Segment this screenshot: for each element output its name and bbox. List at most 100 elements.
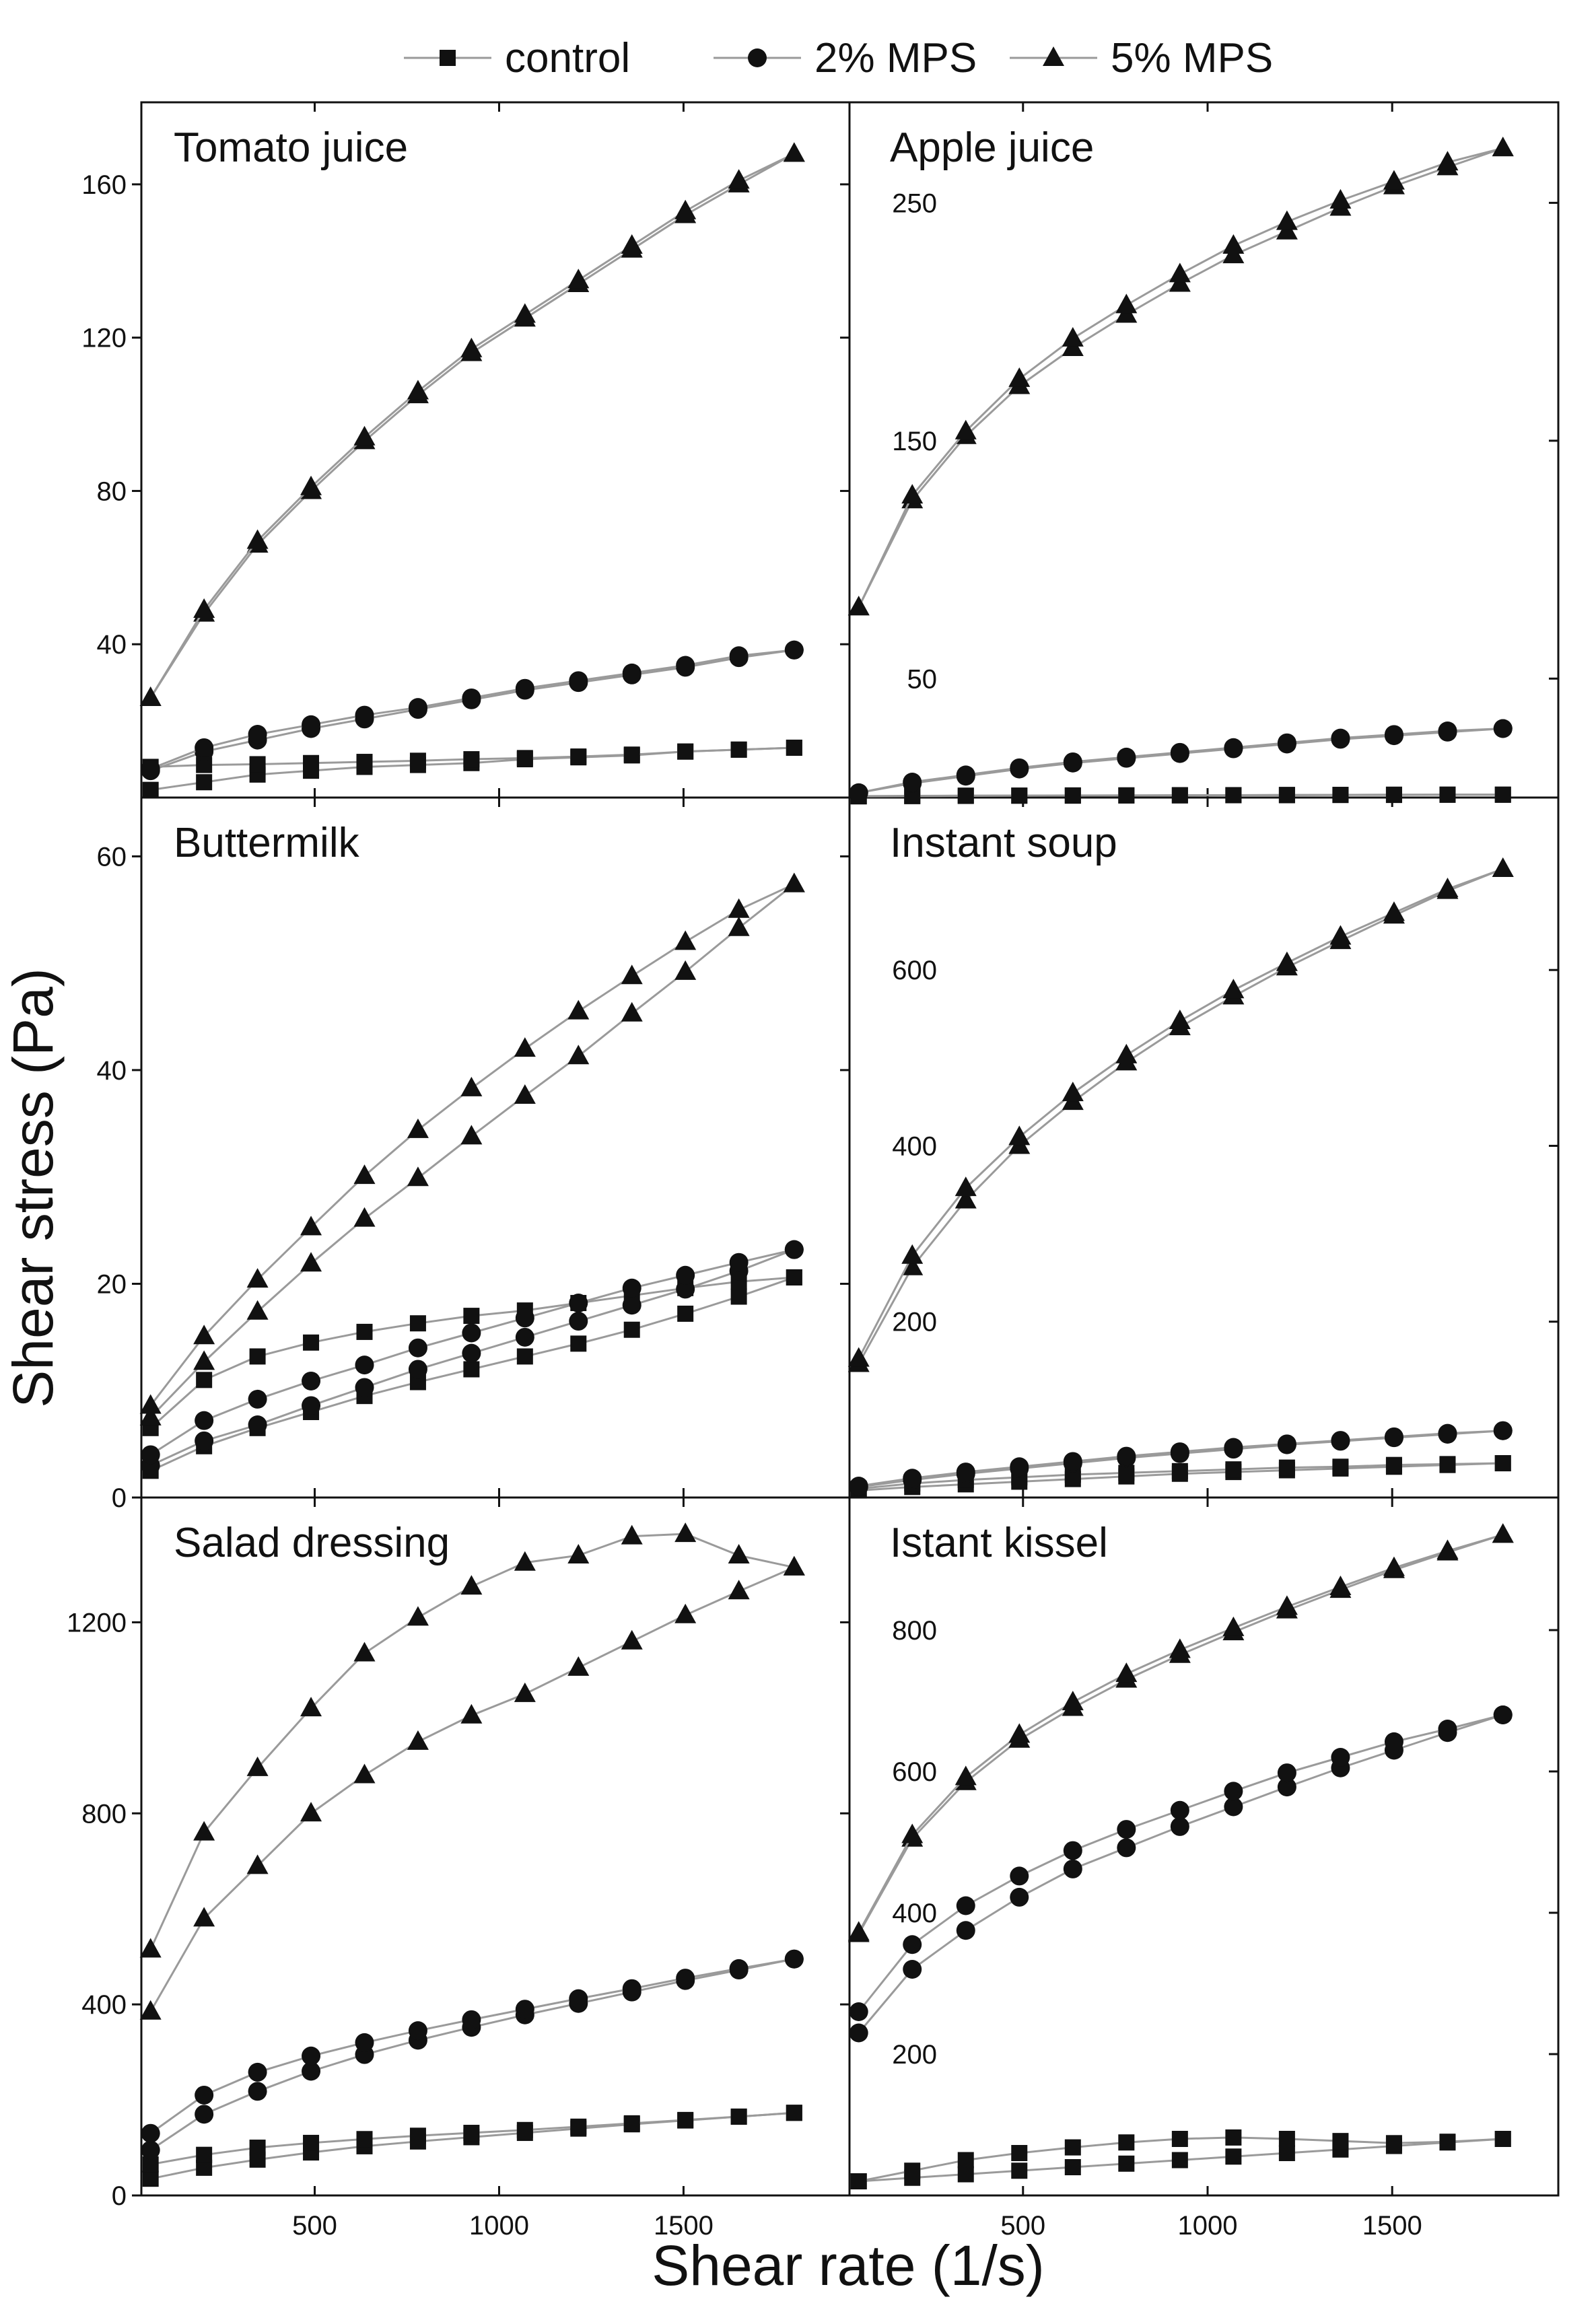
data-point	[246, 1854, 269, 1874]
data-point	[1008, 1723, 1031, 1743]
data-point	[409, 752, 426, 769]
data-point	[249, 2140, 266, 2156]
data-point	[1439, 2134, 1456, 2150]
data-point	[847, 596, 870, 616]
data-point	[955, 1176, 977, 1197]
data-point	[1170, 1442, 1189, 1462]
data-point	[901, 1255, 924, 1275]
series-line-up	[858, 147, 1504, 608]
data-point	[1494, 1455, 1511, 1472]
data-point	[516, 750, 533, 767]
data-point	[196, 774, 213, 791]
data-point	[1438, 721, 1457, 741]
panel-title: Buttermilk	[174, 820, 360, 866]
panel-title: Tomato juice	[174, 125, 408, 171]
panel-istant-kissel: Istant kissel 200 400 600 800 500 1000 1500	[847, 1498, 1558, 2241]
data-point	[1332, 787, 1349, 804]
data-point	[514, 1084, 536, 1104]
legend-entry-circle: 2% MPS	[714, 35, 977, 81]
y-tick-label: 160	[81, 170, 127, 200]
data-point	[903, 773, 922, 792]
data-point	[249, 756, 266, 773]
data-point	[1329, 188, 1352, 209]
data-point	[1331, 1748, 1350, 1767]
data-point	[1277, 1777, 1296, 1797]
data-point	[1493, 1705, 1513, 1724]
data-point	[248, 2082, 267, 2101]
data-point	[515, 1308, 534, 1328]
y-tick-label: 250	[892, 188, 937, 218]
data-point	[514, 1037, 536, 1057]
data-point	[570, 748, 587, 765]
data-point	[1278, 2131, 1295, 2147]
data-point	[302, 1396, 321, 1415]
data-point	[621, 234, 643, 254]
series-line-down	[149, 152, 795, 699]
data-point	[407, 380, 429, 400]
series-5-mps	[139, 1522, 805, 2020]
series-2-mps	[141, 1240, 804, 1475]
data-point	[407, 1730, 429, 1750]
data-point	[353, 425, 376, 446]
data-point	[567, 269, 590, 289]
data-point	[300, 475, 322, 495]
data-point	[1384, 1427, 1403, 1446]
series-line-up	[149, 1566, 795, 2012]
data-point	[139, 1938, 162, 1958]
data-point	[674, 960, 697, 980]
series-line-down	[858, 1533, 1504, 1934]
data-point	[407, 1606, 429, 1626]
series-5-mps	[847, 1523, 1514, 1942]
data-point	[142, 781, 159, 798]
data-point	[409, 1315, 426, 1332]
data-point	[1224, 1782, 1243, 1801]
series-line-up	[149, 1958, 795, 2151]
y-tick-label: 400	[892, 1131, 937, 1161]
data-point	[676, 1969, 695, 1988]
legend-entry-triangle: 5% MPS	[1010, 35, 1273, 81]
series-control	[850, 786, 1511, 805]
data-point	[463, 1308, 480, 1325]
data-point	[1278, 2145, 1295, 2161]
panel-title: Instant soup	[890, 820, 1117, 866]
data-point	[1493, 719, 1513, 738]
data-point	[1383, 170, 1405, 190]
data-point	[193, 1350, 215, 1370]
y-tick-label: 20	[97, 1269, 127, 1299]
data-point	[786, 1269, 802, 1286]
data-point	[463, 1361, 480, 1378]
data-point	[195, 1411, 214, 1430]
data-point	[246, 1300, 269, 1320]
data-point	[1384, 1732, 1403, 1751]
legend-marker-square	[440, 50, 456, 66]
data-point	[1225, 1461, 1242, 1478]
data-point	[195, 1431, 214, 1450]
data-point	[1383, 1556, 1405, 1576]
data-point	[1062, 326, 1084, 347]
data-point	[567, 1656, 590, 1676]
x-axis-title: Shear rate (1/s)	[652, 2234, 1045, 2297]
data-point	[1010, 1866, 1029, 1886]
data-point	[567, 1544, 590, 1564]
data-point	[784, 1240, 804, 1259]
data-point	[141, 2140, 160, 2160]
data-point	[303, 1334, 320, 1351]
data-point	[849, 2002, 868, 2021]
y-axis-title: Shear stress (Pa)	[1, 968, 65, 1408]
data-point	[462, 1343, 481, 1363]
data-point	[1492, 857, 1514, 877]
data-point	[1383, 901, 1405, 921]
data-point	[1011, 2162, 1028, 2179]
data-point	[1329, 925, 1352, 945]
data-point	[957, 787, 974, 804]
y-tick-label: 40	[97, 630, 127, 660]
data-point	[849, 2023, 868, 2043]
series-5-mps	[847, 857, 1514, 1372]
panel-tomato-juice: Tomato juice 40 80 120 160	[81, 102, 849, 798]
data-point	[460, 1125, 483, 1145]
data-point	[957, 2166, 974, 2183]
series-line-down	[858, 147, 1504, 608]
data-point	[515, 678, 534, 698]
data-point	[195, 2105, 214, 2124]
data-point	[353, 1763, 376, 1784]
